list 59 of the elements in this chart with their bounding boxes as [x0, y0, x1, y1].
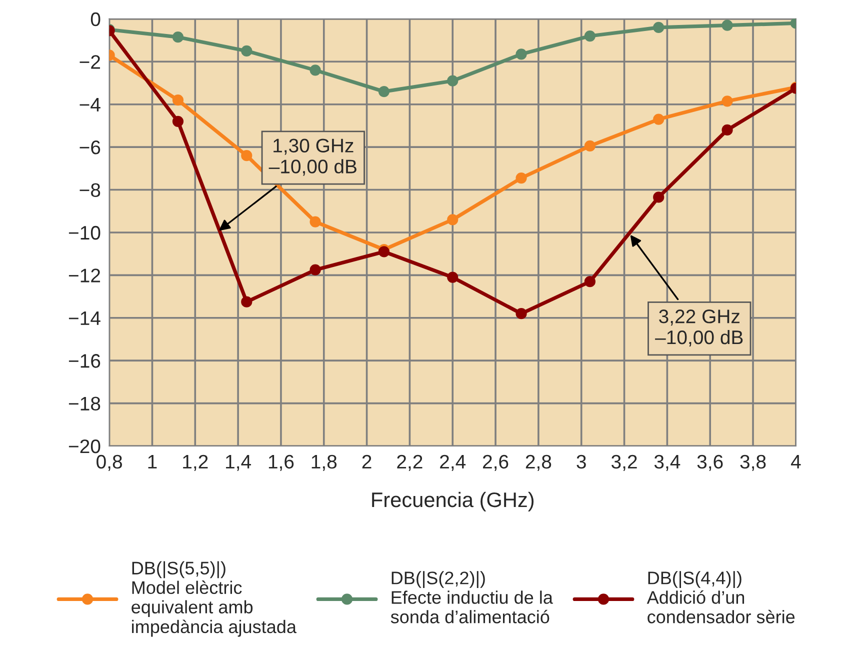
point: [241, 150, 252, 162]
legend-label: DB(|S(5,5)|) Model elèctric equivalent amb impedància ajustada: [132, 561, 296, 637]
point: [653, 192, 664, 203]
point: [241, 296, 252, 308]
x-tick-label: 2: [362, 454, 372, 468]
legend-label: DB(|S(2,2)|) Efecte inductiu de la sonda d’alimentació: [390, 571, 553, 624]
x-tick-label: 3,8: [740, 454, 766, 471]
point: [722, 96, 733, 107]
point: [172, 94, 184, 106]
point: [516, 48, 527, 60]
y-tick-label: −10: [68, 226, 100, 240]
y-tick-label: −14: [68, 312, 100, 325]
y-tick-label: −20: [68, 439, 100, 454]
x-tick-label: 1,2: [183, 454, 208, 471]
x-tick-label: 2,4: [440, 454, 466, 471]
point: [584, 140, 596, 152]
point: [310, 64, 321, 76]
x-axis-title: Frecuencia (GHz): [372, 492, 534, 512]
point: [722, 20, 733, 31]
point: [310, 216, 321, 228]
x-tick-label: 2,8: [526, 454, 552, 471]
point: [378, 86, 390, 98]
point: [172, 116, 184, 127]
y-tick-label: −18: [68, 396, 100, 411]
x-tick-label: 2,6: [483, 454, 508, 471]
point: [584, 276, 596, 288]
y-tick-label: −16: [68, 354, 100, 368]
legend-label: DB(|S(4,4)|) Addició d’un condensador sèrie: [646, 571, 795, 624]
point: [653, 114, 664, 125]
point: [172, 32, 184, 43]
x-tick-label: 1,6: [268, 454, 294, 471]
point: [516, 308, 527, 320]
annotation: 3,22 GHz –10,00 dB: [655, 310, 743, 347]
y-tick-label: −8: [80, 183, 100, 197]
x-tick-label: 3: [576, 454, 586, 469]
y-tick-label: −6: [80, 140, 100, 154]
point: [447, 214, 458, 226]
point: [584, 30, 596, 42]
point: [653, 22, 664, 34]
x-tick-label: 1: [148, 455, 157, 468]
point: [447, 75, 458, 86]
x-tick-label: 2,2: [397, 454, 422, 471]
annotation: 1,30 GHz –10,00 dB: [268, 138, 356, 176]
x-tick-label: 4: [790, 455, 801, 468]
x-tick-label: 3,6: [697, 454, 723, 471]
x-tick-label: 0,8: [96, 454, 122, 471]
point: [310, 264, 321, 276]
y-tick-label: −4: [80, 98, 100, 112]
point: [447, 272, 458, 283]
y-tick-label: −2: [80, 55, 100, 69]
x-tick-label: 3,2: [612, 454, 637, 471]
point: [516, 172, 527, 184]
point: [722, 124, 733, 136]
x-tick-label: 1,8: [312, 454, 337, 471]
y-tick-label: −12: [68, 268, 100, 282]
point: [241, 45, 252, 57]
x-tick-label: 3,4: [654, 454, 680, 471]
y-tick-label: 0: [90, 12, 100, 26]
x-tick-label: 1,4: [226, 455, 251, 471]
